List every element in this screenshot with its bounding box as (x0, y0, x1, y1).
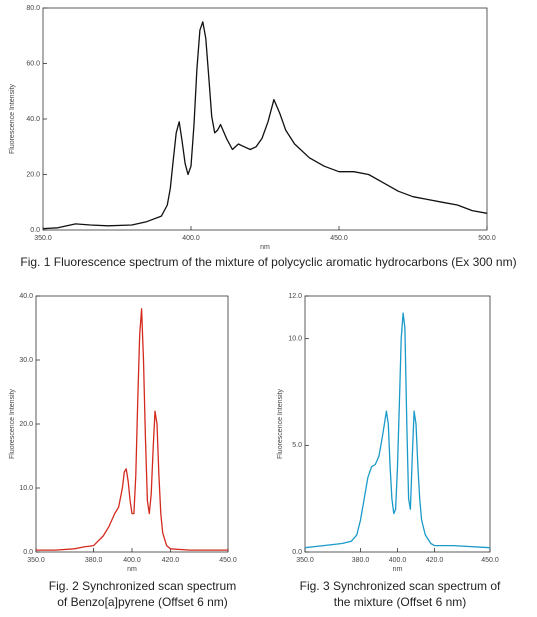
x-tick-label: 450.0 (481, 557, 499, 564)
caption: Fig. 1 Fluorescence spectrum of the mixt… (20, 255, 517, 269)
y-tick-label: 0.0 (30, 227, 40, 234)
x-tick-label: 420.0 (426, 557, 444, 564)
y-tick-label: 20.0 (26, 171, 40, 178)
x-tick-label: 400.0 (182, 235, 200, 242)
y-tick-label: 5.0 (292, 442, 302, 449)
y-tick-label: 10.0 (288, 336, 302, 343)
spectrum-line (36, 308, 228, 551)
y-tick-label: 0.0 (23, 549, 33, 556)
x-axis-label: nm (260, 244, 270, 251)
x-tick-label: 380.0 (352, 557, 370, 564)
y-axis-label: Fluorescence Intensity (9, 83, 16, 154)
x-tick-label: 350.0 (296, 557, 314, 564)
y-tick-label: 0.0 (292, 549, 302, 556)
y-tick-label: 40.0 (19, 293, 33, 300)
caption: Fig. 2 Synchronized scan spectrum of Ben… (48, 579, 237, 609)
y-tick-label: 20.0 (19, 421, 33, 428)
y-tick-label: 12.0 (288, 293, 302, 300)
x-tick-label: 400.0 (389, 557, 407, 564)
spectrum-line (42, 21, 488, 230)
y-tick-label: 60.0 (26, 60, 40, 67)
x-tick-label: 400.0 (123, 557, 141, 564)
plot-frame (42, 7, 488, 231)
x-tick-label: 500.0 (478, 235, 496, 242)
spectrum-line (304, 312, 491, 549)
x-tick-label: 450.0 (330, 235, 348, 242)
caption: Fig. 3 Synchronized scan spectrum of the… (299, 579, 501, 609)
x-axis-label: nm (127, 566, 137, 573)
y-axis-label: Fluorescence Intensity (277, 388, 284, 459)
plot-frame (304, 295, 491, 553)
x-tick-label: 420.0 (162, 557, 180, 564)
y-tick-label: 80.0 (26, 5, 40, 12)
x-tick-label: 380.0 (85, 557, 103, 564)
x-tick-label: 450.0 (219, 557, 237, 564)
y-tick-label: 30.0 (19, 357, 33, 364)
y-tick-label: 10.0 (19, 485, 33, 492)
y-axis-label: Fluorescence Intensity (9, 388, 16, 459)
x-axis-label: nm (393, 566, 403, 573)
y-tick-label: 40.0 (26, 116, 40, 123)
x-tick-label: 350.0 (34, 235, 52, 242)
x-tick-label: 350.0 (27, 557, 45, 564)
